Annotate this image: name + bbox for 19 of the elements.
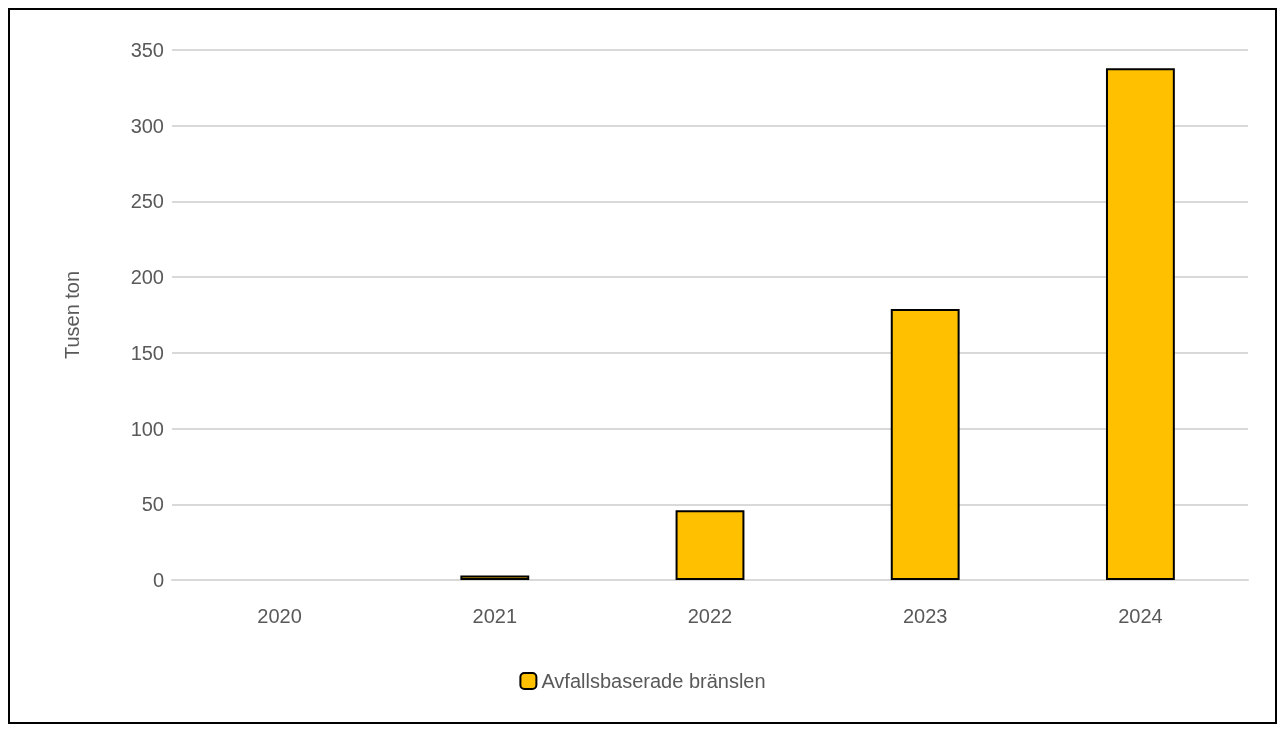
y-tick-label: 0: [152, 569, 164, 591]
y-tick-label: 250: [130, 190, 164, 213]
y-tick-label: 300: [130, 114, 164, 137]
y-tick-label: 50: [141, 493, 164, 516]
y-tick-label: 200: [130, 266, 164, 289]
x-tick-label: 2024: [1118, 605, 1163, 627]
x-tick-label: 2020: [257, 605, 302, 627]
bar: [1105, 68, 1175, 580]
legend-label: Avfallsbaserade bränslen: [541, 670, 766, 692]
bar: [890, 308, 960, 580]
y-axis-title: Tusen ton: [61, 270, 83, 360]
y-tick-label: 350: [130, 39, 164, 61]
y-tick-label: 150: [130, 341, 164, 364]
bar: [675, 510, 745, 580]
x-tick-label: 2022: [687, 605, 733, 627]
bar: [460, 575, 530, 580]
y-tick-label: 100: [130, 417, 164, 440]
x-tick-label: 2023: [902, 605, 948, 627]
x-tick-label: 2021: [472, 605, 518, 627]
